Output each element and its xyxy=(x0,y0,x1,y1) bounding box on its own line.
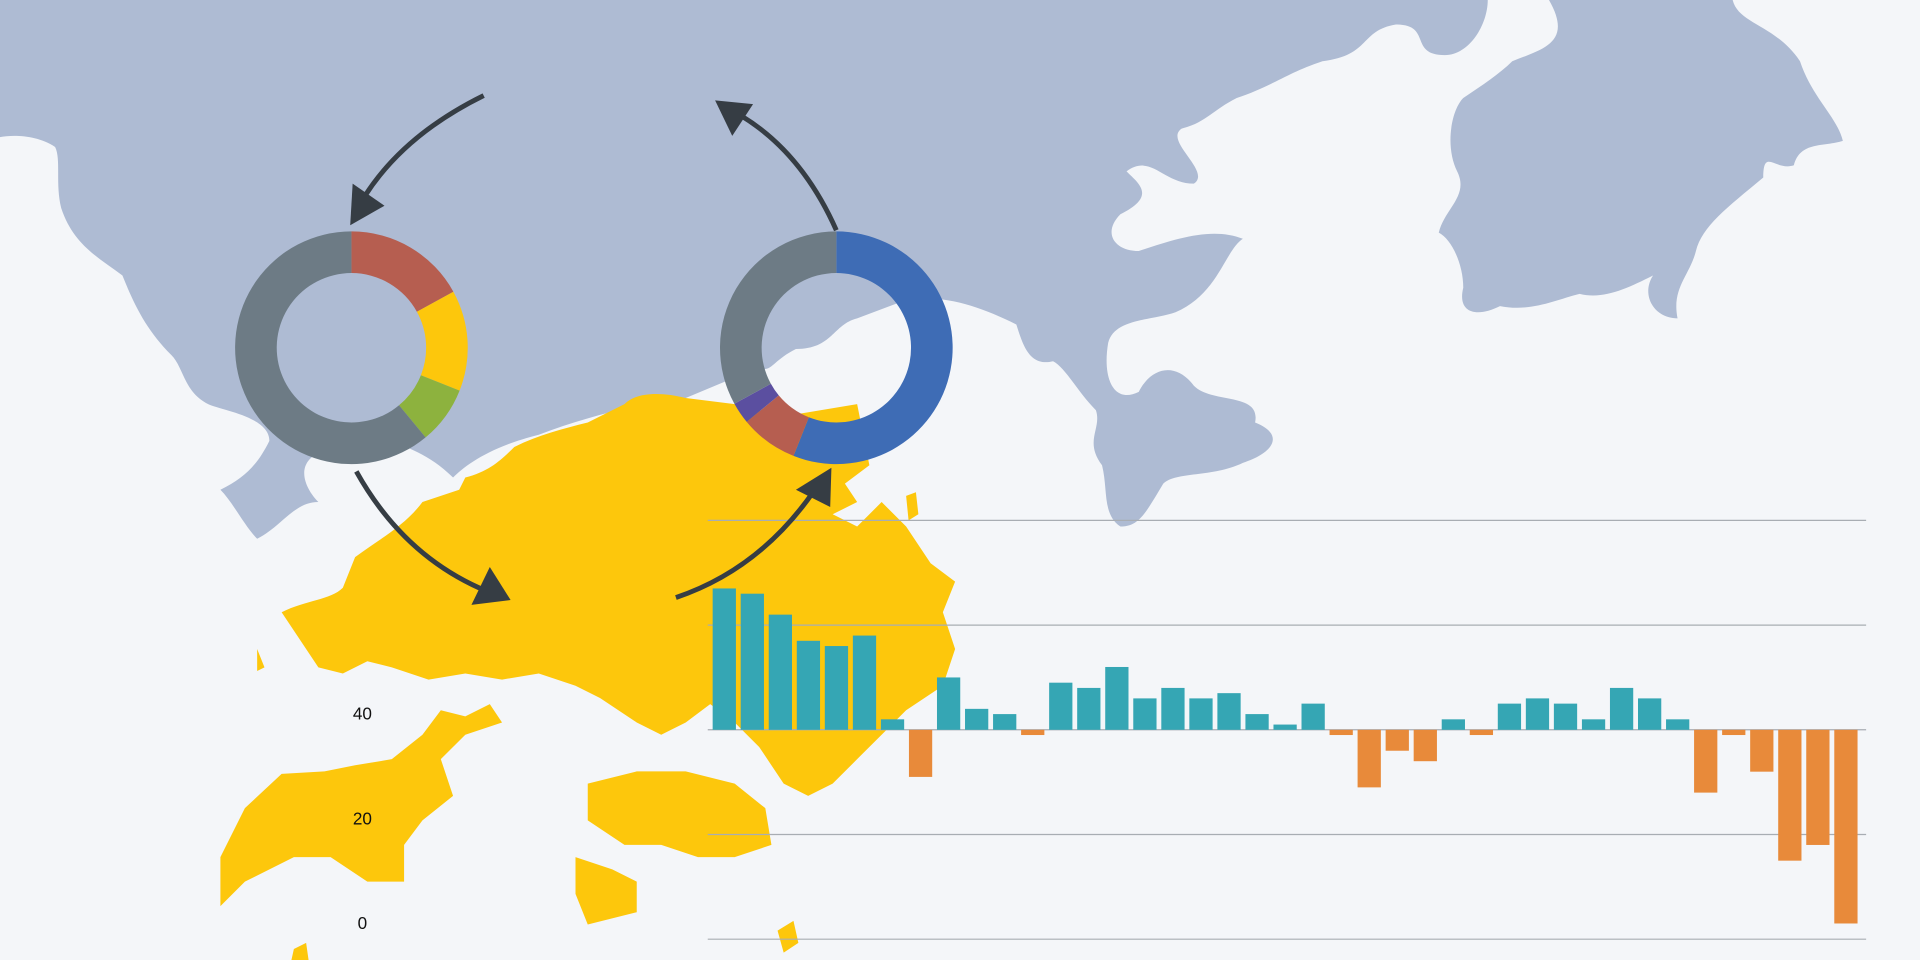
arrow xyxy=(362,93,485,198)
arrowhead xyxy=(715,100,754,136)
donut-segment xyxy=(351,231,454,312)
bar xyxy=(880,719,905,730)
bar xyxy=(1778,729,1802,861)
bar xyxy=(852,635,877,730)
donut-segment xyxy=(746,395,809,456)
bar xyxy=(1525,698,1550,730)
bar xyxy=(1694,729,1718,793)
bar xyxy=(1441,719,1465,730)
bar xyxy=(740,593,764,730)
arrowhead xyxy=(350,183,385,226)
island xyxy=(1438,0,1843,319)
bar xyxy=(1413,729,1437,762)
bar xyxy=(1301,703,1325,730)
bar xyxy=(1273,724,1297,730)
bar xyxy=(1329,729,1353,736)
donut-segment xyxy=(399,375,460,438)
bar xyxy=(1161,687,1185,730)
bar xyxy=(1834,729,1858,924)
y-tick-label: 0 xyxy=(358,913,368,933)
bar xyxy=(824,646,849,730)
bar xyxy=(993,714,1017,730)
bar xyxy=(1105,666,1129,730)
bar xyxy=(1722,729,1746,736)
bar xyxy=(1666,719,1690,730)
arrow xyxy=(740,114,839,232)
islet xyxy=(575,857,637,925)
bar xyxy=(1385,729,1409,751)
bar xyxy=(1217,693,1241,730)
arrow xyxy=(354,470,489,594)
bar xyxy=(1245,714,1269,730)
bar xyxy=(1049,682,1073,730)
arrow xyxy=(675,490,816,600)
arrowhead xyxy=(471,566,511,605)
bar xyxy=(1497,703,1522,730)
y-tick-label: 40 xyxy=(353,704,372,724)
bar xyxy=(965,708,989,730)
donut-segment xyxy=(720,231,837,404)
donut-segment xyxy=(416,291,468,391)
bar xyxy=(1638,698,1662,730)
donut-segment xyxy=(235,231,426,465)
bar xyxy=(1581,719,1606,730)
map xyxy=(0,0,1843,960)
donut-segment xyxy=(793,231,953,465)
donuts xyxy=(235,231,953,465)
arrows xyxy=(354,93,839,600)
bar xyxy=(908,729,933,777)
bar xyxy=(712,588,736,730)
mainland xyxy=(0,0,1488,539)
hk-island xyxy=(587,771,772,858)
donut-segment xyxy=(734,383,779,422)
bar xyxy=(1469,729,1494,736)
arrowheads xyxy=(350,100,832,605)
arrowhead xyxy=(795,467,832,507)
bar xyxy=(1806,729,1830,845)
lantau xyxy=(220,704,503,907)
bar xyxy=(1609,687,1634,730)
bar xyxy=(1750,729,1774,772)
y-tick-label: 20 xyxy=(353,808,372,828)
bar xyxy=(796,640,821,730)
bar xyxy=(936,677,961,730)
bar xyxy=(1553,703,1578,730)
bars xyxy=(712,588,1858,924)
bar xyxy=(1021,729,1045,736)
bar xyxy=(1357,729,1381,788)
bar xyxy=(1133,698,1157,730)
bar xyxy=(768,614,792,730)
bar xyxy=(1077,687,1101,730)
bar xyxy=(1189,698,1213,730)
